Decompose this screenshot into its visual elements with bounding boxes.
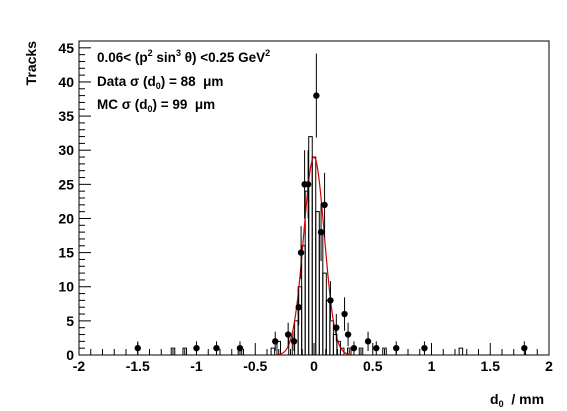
- data-point: [193, 344, 200, 352]
- data-point: [421, 344, 428, 352]
- data-point: [236, 344, 244, 352]
- data-point: [284, 331, 292, 338]
- gaussian-fit-curve: [277, 156, 351, 356]
- x-axis-title-main: d: [490, 391, 499, 407]
- mc-histogram-bin: [276, 340, 282, 355]
- x-tick-label: -1.5: [126, 358, 150, 374]
- ticks: [78, 40, 550, 356]
- x-axis-title-sub: 0: [499, 399, 504, 409]
- x-axis-title: d0 / mm: [490, 391, 544, 409]
- x-tick-label: -1: [190, 358, 203, 374]
- data-point: [313, 92, 320, 99]
- y-tick-label: 30: [58, 142, 74, 158]
- data-point: [373, 344, 380, 352]
- y-tick-label: 10: [58, 279, 74, 295]
- x-axis-title-unit: / mm: [504, 391, 544, 407]
- annotation-mc-sigma: MC σ (d0) = 99 μm: [97, 97, 215, 114]
- mc-histogram-bin: [358, 347, 364, 355]
- data-point: [295, 304, 302, 311]
- data-point: [297, 249, 305, 256]
- mc-histogram-bin: [170, 347, 176, 355]
- data-point: [350, 344, 358, 352]
- data-point: [134, 344, 141, 352]
- y-tick-label: 5: [66, 313, 74, 329]
- data-point: [213, 344, 220, 352]
- x-tick-label: -0.5: [243, 358, 267, 374]
- mc-histogram-bin: [182, 347, 188, 355]
- y-tick-label: 45: [58, 40, 74, 56]
- y-tick-label: 0: [66, 347, 74, 363]
- y-tick-label: 40: [58, 74, 74, 90]
- x-tick-label: 0: [310, 358, 318, 374]
- x-tick-label: 2: [545, 358, 553, 374]
- y-tick-label: 15: [58, 245, 74, 261]
- data-point: [393, 344, 400, 352]
- y-tick-label: 35: [58, 108, 74, 124]
- data-point: [272, 338, 279, 345]
- data-point: [333, 324, 340, 331]
- y-tick-label: 25: [58, 176, 74, 192]
- x-tick-label: 1: [428, 358, 436, 374]
- data-point: [317, 228, 325, 236]
- data-points: [134, 53, 528, 355]
- data-point: [344, 331, 352, 338]
- mc-histogram-bin: [382, 347, 387, 355]
- x-tick-label: 1.5: [481, 358, 501, 374]
- mc-histogram-bin: [346, 347, 352, 355]
- data-point: [290, 338, 298, 345]
- y-axis-title: Tracks: [23, 41, 39, 86]
- annotation-data-sigma: Data σ (d0) = 88 μm: [97, 74, 223, 91]
- annotation-momentum-cut: 0.06< (p2 sin3 θ) <0.25 GeV2: [97, 48, 270, 65]
- data-point: [341, 310, 348, 318]
- data-point: [327, 297, 334, 304]
- x-tick-label: 0.5: [363, 358, 383, 374]
- mc-histogram-bin: [458, 347, 464, 355]
- data-point: [321, 201, 328, 209]
- mc-histogram-bin: [270, 347, 276, 355]
- y-tick-label: 20: [58, 210, 74, 226]
- x-tick-label: -2: [73, 358, 86, 374]
- data-point: [364, 338, 372, 345]
- data-point: [304, 181, 312, 188]
- data-point: [521, 344, 528, 352]
